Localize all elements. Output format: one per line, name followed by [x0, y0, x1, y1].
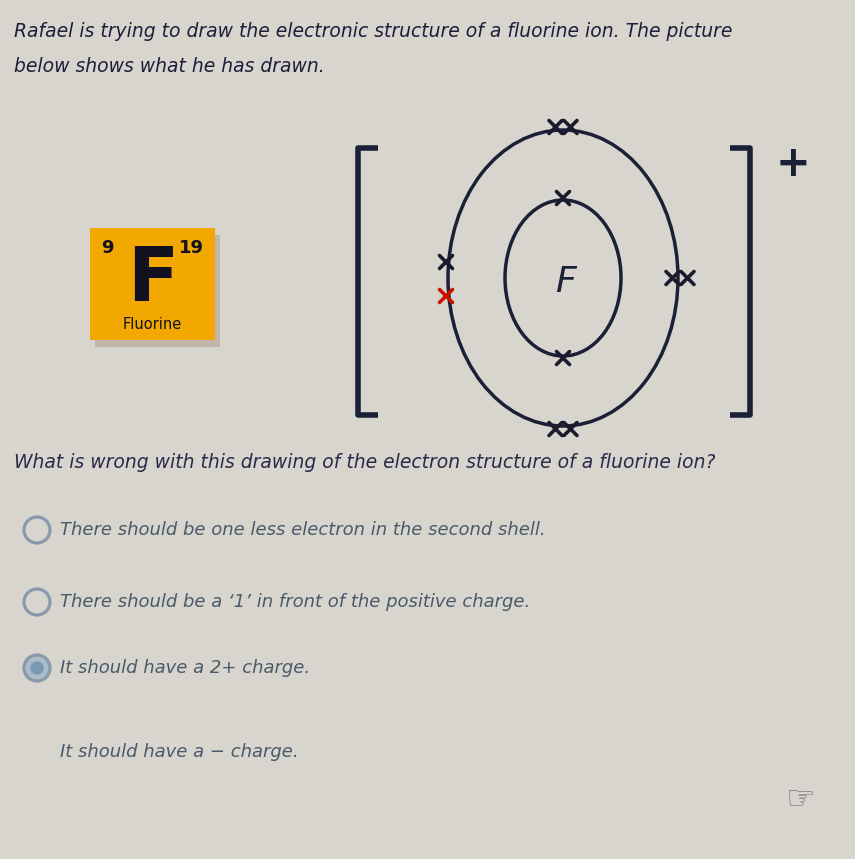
Text: +: + [776, 143, 811, 185]
Text: What is wrong with this drawing of the electron structure of a fluorine ion?: What is wrong with this drawing of the e… [14, 453, 716, 472]
Text: There should be one less electron in the second shell.: There should be one less electron in the… [60, 521, 545, 539]
Text: There should be a ‘1’ in front of the positive charge.: There should be a ‘1’ in front of the po… [60, 593, 530, 611]
Text: It should have a − charge.: It should have a − charge. [60, 743, 298, 761]
Text: below shows what he has drawn.: below shows what he has drawn. [14, 57, 325, 76]
Circle shape [30, 661, 44, 675]
Circle shape [24, 655, 50, 681]
Text: F: F [127, 244, 178, 317]
Text: 9: 9 [101, 239, 114, 257]
Text: F: F [555, 265, 575, 299]
Text: 19: 19 [179, 239, 204, 257]
Text: It should have a 2+ charge.: It should have a 2+ charge. [60, 659, 310, 677]
Text: ☞: ☞ [785, 783, 815, 817]
Text: Rafael is trying to draw the electronic structure of a fluorine ion. The picture: Rafael is trying to draw the electronic … [14, 22, 733, 41]
FancyBboxPatch shape [90, 228, 215, 340]
Text: Fluorine: Fluorine [123, 317, 182, 332]
FancyBboxPatch shape [95, 235, 220, 347]
